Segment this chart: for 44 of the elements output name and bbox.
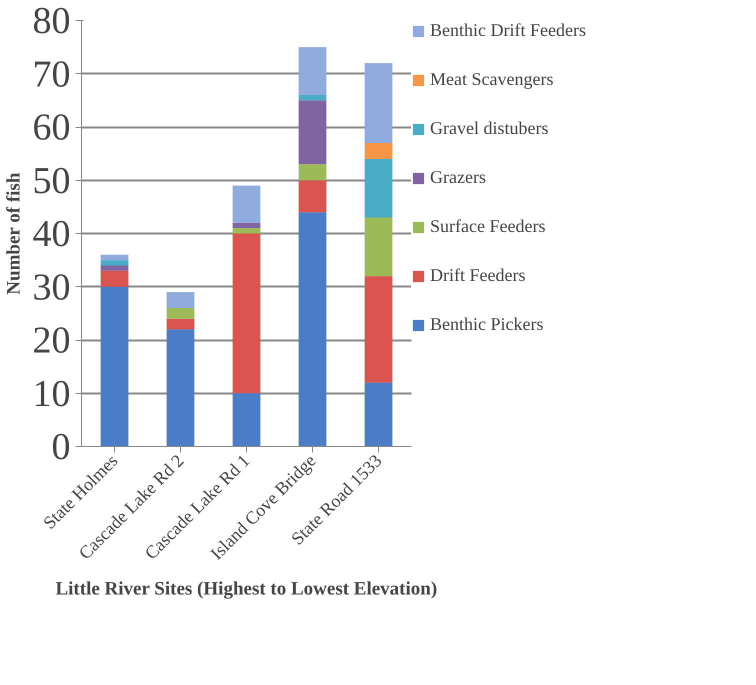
x-axis-title: Little River Sites (Highest to Lowest Elevation) [55, 578, 438, 600]
y-tick-label: 30 [32, 266, 70, 308]
bar [232, 234, 260, 394]
bar [100, 265, 128, 271]
bar [100, 260, 128, 266]
bar [364, 63, 392, 143]
bar [232, 228, 260, 234]
bar [298, 100, 326, 164]
legend-label: Meat Scavengers [430, 69, 554, 90]
bar [232, 186, 260, 223]
bar [100, 270, 128, 287]
y-tick-label: 20 [32, 320, 70, 362]
bar [298, 164, 326, 180]
bar [298, 47, 326, 96]
bar [100, 286, 128, 446]
y-tick-label: 10 [32, 372, 70, 415]
bar [232, 222, 260, 228]
bar [166, 318, 194, 330]
bar [298, 212, 326, 446]
y-tick-label: 50 [32, 160, 70, 202]
bar [364, 218, 392, 276]
y-tick-label: 80 [32, 0, 70, 42]
bar [232, 393, 260, 446]
y-tick-label: 0 [52, 426, 70, 468]
bar [364, 158, 392, 218]
bar [166, 292, 194, 308]
y-axis-title: Number of fish [4, 172, 24, 295]
y-tick-label: 70 [32, 53, 70, 96]
bar [364, 382, 392, 446]
bar [298, 180, 326, 212]
bar [298, 95, 326, 100]
bar [364, 142, 392, 159]
legend-label: Grazers [430, 167, 487, 188]
y-tick-label: 60 [32, 106, 70, 148]
legend-label: Gravel distubers [430, 118, 550, 139]
bar [364, 276, 392, 383]
legend-label: Benthic Pickers [430, 314, 544, 335]
y-tick-label: 40 [32, 213, 70, 255]
bar [166, 329, 194, 446]
bar [166, 308, 194, 319]
legend-label: Surface Feeders [430, 216, 546, 237]
legend-label: Drift Feeders [430, 265, 526, 286]
bar [100, 254, 128, 260]
legend-label: Benthic Drift Feeders [430, 20, 587, 41]
